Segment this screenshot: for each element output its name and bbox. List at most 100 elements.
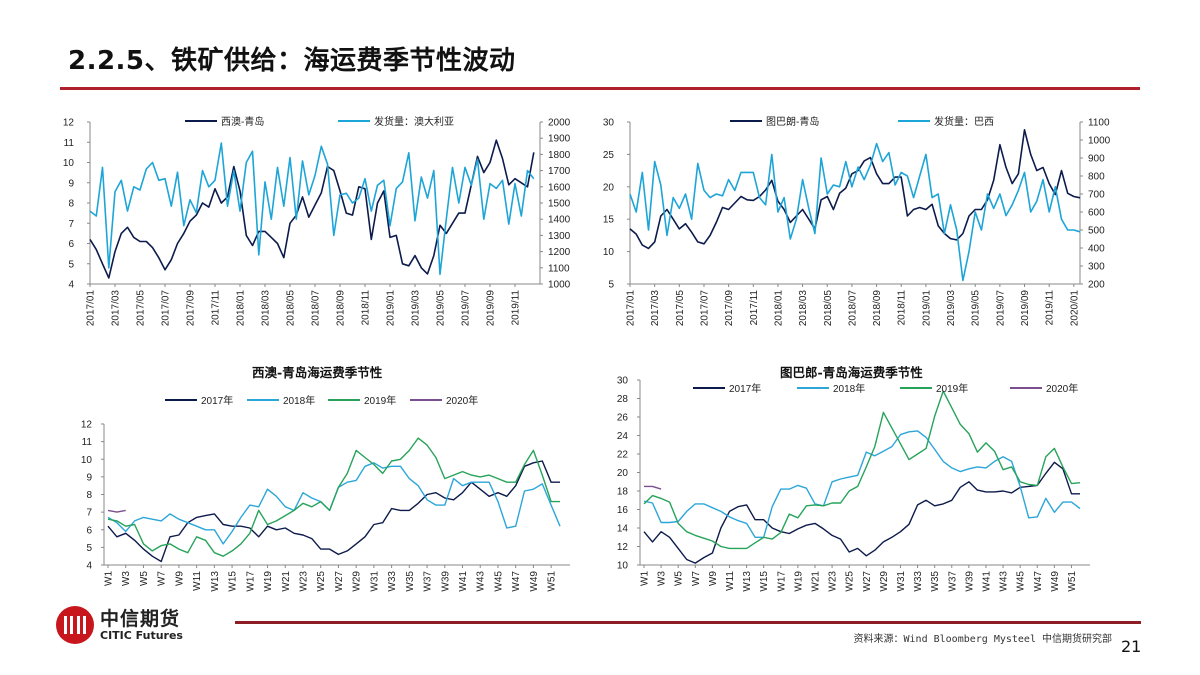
left-y-tick-label: 25 [603, 150, 615, 161]
x-tick-label: W13 [742, 571, 753, 592]
x-tick-label: W27 [334, 571, 345, 592]
x-tick-label: W9 [174, 571, 185, 586]
left-y-tick-label: 20 [617, 468, 629, 479]
x-tick-label: 2019/11 [511, 290, 522, 326]
series-line-1 [89, 139, 535, 279]
x-tick-label: W31 [369, 571, 380, 592]
x-tick-label: W47 [511, 571, 522, 592]
x-tick-label: 2019/01 [386, 290, 397, 327]
x-tick-label: W33 [913, 571, 924, 592]
left-y-tick-label: 16 [617, 505, 629, 516]
right-y-tick-label: 1100 [1088, 118, 1110, 129]
left-y-tick-label: 22 [617, 450, 629, 461]
left-y-tick-label: 12 [63, 118, 75, 129]
left-y-tick-label: 7 [86, 508, 92, 519]
x-tick-label: W5 [139, 571, 150, 586]
legend-label: 2018年 [283, 394, 315, 407]
left-y-tick-label: 12 [617, 542, 629, 553]
x-tick-label: 2019/03 [946, 290, 957, 327]
x-tick-label: W39 [964, 571, 975, 592]
x-tick-label: W41 [981, 571, 992, 592]
chart4-title: 图巴郎-青岛海运费季节性 [780, 365, 923, 380]
series-line-4 [644, 485, 662, 490]
left-y-tick-label: 8 [68, 199, 74, 210]
right-y-tick-label: 1500 [548, 199, 571, 210]
x-tick-label: W13 [210, 571, 221, 592]
right-y-tick-label: 900 [1088, 154, 1105, 165]
x-tick-label: W33 [387, 571, 398, 592]
x-tick-label: 2019/07 [461, 290, 472, 327]
left-y-tick-label: 5 [608, 280, 614, 291]
citic-emblem-icon [56, 606, 94, 644]
right-y-tick-label: 300 [1088, 262, 1105, 273]
x-tick-label: 2019/05 [436, 290, 447, 327]
left-y-tick-label: 8 [86, 490, 92, 501]
source-note: 资料来源：Wind Bloomberg Mysteel 中信期货研究部 [853, 634, 1112, 645]
left-y-tick-label: 10 [63, 158, 75, 169]
x-tick-label: W15 [228, 571, 239, 592]
right-y-tick-label: 200 [1088, 280, 1105, 291]
x-tick-label: W21 [281, 571, 292, 592]
chart-1: 4 5 6 7 8 9 10 11 12 1000 1100 1200 1300 1400 1500 1600… [63, 115, 571, 326]
x-tick-label: W35 [405, 571, 416, 592]
x-tick-label: W37 [947, 571, 958, 592]
series-line-1 [643, 461, 1080, 564]
x-tick-label: W27 [862, 571, 873, 592]
x-tick-label: W45 [493, 571, 504, 592]
series-line-2 [629, 142, 1081, 282]
right-y-tick-label: 500 [1088, 226, 1105, 237]
x-tick-label: W45 [1016, 571, 1027, 592]
x-tick-label: 2018/11 [897, 290, 908, 326]
legend-label: 2019年 [936, 382, 968, 395]
x-tick-label: 2017/03 [650, 290, 661, 327]
left-y-tick-label: 9 [68, 178, 74, 189]
left-y-tick-label: 7 [68, 219, 74, 230]
x-tick-label: 2020/01 [1069, 290, 1080, 327]
x-tick-label: W29 [879, 571, 890, 592]
x-tick-label: W41 [458, 571, 469, 592]
left-y-tick-label: 30 [603, 118, 615, 129]
right-y-tick-label: 400 [1088, 244, 1105, 255]
x-tick-label: W31 [896, 571, 907, 592]
left-y-tick-label: 10 [603, 247, 615, 258]
x-tick-label: W37 [423, 571, 434, 592]
x-tick-label: 2018/09 [872, 290, 883, 327]
left-y-tick-label: 20 [603, 182, 615, 193]
chart3-title: 西澳-青岛海运费季节性 [252, 365, 383, 380]
x-tick-label: W17 [245, 571, 256, 592]
series-line-2 [107, 462, 561, 545]
right-y-tick-label: 1600 [548, 182, 571, 193]
x-tick-label: W25 [316, 571, 327, 592]
x-tick-label: 2017/03 [111, 290, 122, 327]
x-tick-label: W3 [121, 571, 132, 586]
footer-divider [235, 621, 1141, 624]
series-line-2 [89, 142, 535, 276]
legend-label: 发货量：澳大利亚 [374, 115, 454, 128]
left-y-tick-label: 10 [617, 561, 629, 572]
x-tick-label: W3 [657, 571, 668, 586]
chart-4: 10 12 14 16 18 20 22 24 26 28 30 W1 W3 W5 W7 W9 W11 W13 W1… [617, 376, 1090, 592]
right-y-tick-label: 1800 [548, 150, 571, 161]
x-tick-label: 2017/11 [749, 290, 760, 326]
right-y-tick-label: 1000 [548, 280, 571, 291]
x-tick-label: W43 [999, 571, 1010, 592]
x-tick-label: 2019/07 [995, 290, 1006, 327]
chart-3: 4 5 6 7 8 9 10 11 12 W1 W3 W5 W7 W9 W11 W13 W15 W17 W19 W21… [81, 394, 570, 592]
series-line-2 [643, 430, 1081, 538]
legend-label: 图巴朗-青岛 [766, 115, 819, 128]
left-y-tick-label: 11 [82, 437, 93, 448]
legend-label: 2020年 [1046, 382, 1078, 395]
left-y-tick-label: 26 [617, 413, 629, 424]
x-tick-label: 2018/11 [361, 290, 372, 326]
x-tick-label: W1 [104, 571, 115, 586]
right-y-tick-label: 800 [1088, 172, 1105, 183]
x-tick-label: 2017/05 [136, 290, 147, 327]
x-tick-label: 2018/07 [847, 290, 858, 327]
left-y-tick-label: 12 [81, 420, 93, 431]
left-y-tick-label: 5 [86, 543, 92, 554]
left-y-tick-label: 24 [617, 431, 629, 442]
legend-label: 2017年 [729, 382, 761, 395]
x-tick-label: 2019/05 [971, 290, 982, 327]
x-tick-label: 2017/07 [161, 290, 172, 327]
